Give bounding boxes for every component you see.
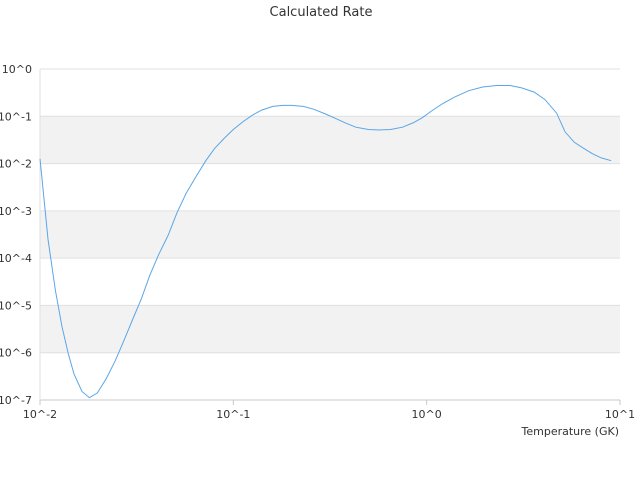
y-tick-label: 10^-5: [0, 299, 32, 312]
x-axis-ticks: 10^-2 10^-1 10^0 10^1: [23, 400, 635, 421]
y-tick-label: 10^-3: [0, 205, 32, 218]
y-tick-label: 10^-1: [0, 110, 32, 123]
grid-band: [40, 116, 620, 164]
y-tick-label: 10^-6: [0, 347, 32, 360]
grid-band: [40, 210, 620, 259]
grid-band: [40, 305, 620, 353]
chart-title: Calculated Rate: [270, 5, 373, 20]
x-tick-label: 10^0: [412, 408, 442, 421]
y-tick-label: 10^-2: [0, 158, 32, 171]
series-line: [39, 85, 612, 399]
grid-bands: [40, 116, 620, 353]
y-tick-label: 10^0: [2, 63, 32, 76]
x-tick-label: 10^-2: [23, 408, 57, 421]
x-axis-label: Temperature (GK): [521, 425, 620, 438]
y-axis-ticks: 10^-7 10^-6 10^-5 10^-4 10^-3 10^-2 10^-1 10^0: [0, 63, 32, 407]
y-tick-label: 10^-4: [0, 252, 32, 265]
x-tick-label: 10^-1: [216, 408, 250, 421]
gridlines: [39, 68, 620, 401]
x-tick-label: 10^1: [605, 408, 635, 421]
y-tick-label: 10^-7: [0, 394, 32, 407]
